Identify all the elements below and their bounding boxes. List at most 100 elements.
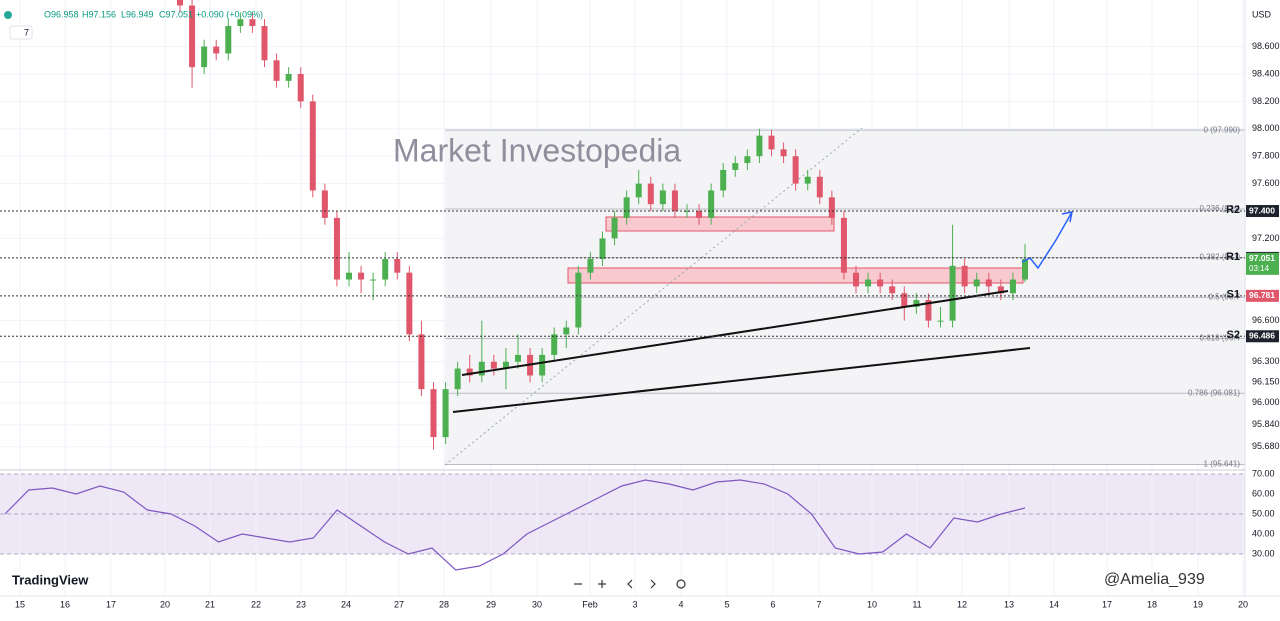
interval[interactable]: 7 — [24, 27, 29, 37]
x-tick-label: 30 — [532, 599, 542, 609]
candle-body — [611, 217, 618, 239]
interval-box[interactable] — [9, 25, 33, 40]
level-name: R2 — [1226, 204, 1240, 216]
arrow-head — [1061, 211, 1073, 223]
scroll-left[interactable] — [627, 579, 633, 589]
candle-body — [575, 272, 582, 328]
candle-body — [623, 197, 630, 218]
candle-body — [225, 26, 232, 54]
candle-body — [1022, 258, 1028, 280]
candle-body — [406, 272, 413, 335]
candle-body — [551, 334, 558, 355]
x-tick-label: 19 — [1193, 599, 1203, 609]
fib-label: 0.236 (97.4 — [1200, 204, 1241, 213]
candle-body — [285, 73, 292, 81]
y-tick-label: 97.800 — [1252, 151, 1280, 161]
candle-body — [249, 19, 256, 27]
candle-body — [865, 279, 872, 287]
x-tick-label: 23 — [296, 599, 306, 609]
zoom-controls — [574, 579, 686, 589]
x-tick-label: 17 — [1102, 599, 1112, 609]
candle-body — [840, 217, 847, 273]
x-tick-label: 13 — [1004, 599, 1014, 609]
y-tick-label: 98.400 — [1252, 68, 1280, 78]
candle-body — [720, 169, 727, 191]
last-price: 97.051 — [1249, 253, 1275, 263]
reset[interactable] — [676, 579, 686, 589]
candle-body — [671, 190, 678, 212]
y-tick-label: 95.680 — [1252, 441, 1280, 451]
y-tick-label: 97.200 — [1252, 233, 1280, 243]
candle-body — [732, 163, 739, 170]
y-tick-label: 96.600 — [1252, 315, 1280, 325]
ohlc: +0.090 (+0.09%) — [196, 9, 263, 19]
y-tick-label: 98.000 — [1252, 123, 1280, 133]
candle-body — [297, 73, 304, 102]
fib-trend — [444, 127, 863, 466]
y-tick-label: 96.000 — [1252, 397, 1280, 407]
candle-body — [358, 272, 365, 280]
candle-body — [684, 211, 690, 213]
candle-body — [599, 238, 606, 259]
trend-line — [461, 290, 1009, 376]
fib-label: 0.382 (97.0 — [1200, 253, 1241, 262]
level-name: R1 — [1226, 251, 1240, 263]
candle-body — [1009, 279, 1016, 294]
candle-body — [901, 293, 908, 307]
price-box — [1246, 330, 1279, 343]
level-name: S2 — [1227, 329, 1240, 341]
ohlc: H97.156 — [82, 9, 116, 19]
candle-body — [804, 176, 811, 184]
ohlc: O96.958 — [44, 9, 79, 19]
candle-body — [430, 389, 437, 438]
candle-body — [502, 361, 509, 369]
candle-body — [490, 361, 497, 369]
scroll-right[interactable] — [650, 579, 656, 589]
x-tick-label: 20 — [1238, 599, 1248, 609]
credit: @Amelia_939 — [1104, 571, 1205, 588]
x-tick-label: 15 — [15, 599, 25, 609]
y-tick-label: 98.200 — [1252, 96, 1280, 106]
y-tick-label: 98.600 — [1252, 41, 1280, 51]
level-name: S1 — [1227, 289, 1240, 301]
candle-body — [418, 334, 425, 390]
rsi-tick-label: 30.00 — [1252, 548, 1275, 558]
candle-body — [177, 0, 183, 6]
candle-body — [828, 197, 835, 218]
fib-label: 0.786 (96.081) — [1188, 388, 1240, 397]
candle-body — [478, 361, 485, 376]
rsi-tick-label: 50.00 — [1252, 508, 1275, 518]
forecast-arrow — [1021, 211, 1073, 270]
candle-body — [237, 19, 244, 27]
candle-body — [780, 149, 787, 157]
ohlc: L96.949 — [121, 9, 154, 19]
x-tick-label: 16 — [60, 599, 70, 609]
candle-body — [466, 368, 473, 376]
candle-body — [708, 190, 715, 218]
price-box-label: 96.486 — [1249, 331, 1275, 341]
currency[interactable]: USD — [1252, 9, 1272, 19]
x-tick-label: 29 — [486, 599, 496, 609]
candle-body — [309, 101, 316, 191]
rsi-tick-label: 60.00 — [1252, 488, 1275, 498]
y-tick-label: 95.840 — [1252, 419, 1280, 429]
x-tick-label: 27 — [394, 599, 404, 609]
x-tick-label: 5 — [724, 599, 729, 609]
x-tick-label: 24 — [341, 599, 351, 609]
x-tick-label: 6 — [770, 599, 775, 609]
x-tick-label: 20 — [160, 599, 170, 609]
price-box-label: 96.781 — [1249, 290, 1275, 300]
rsi-tick-label: 70.00 — [1252, 468, 1275, 478]
x-tick-label: 3 — [632, 599, 637, 609]
x-tick-label: 18 — [1147, 599, 1157, 609]
candle-body — [442, 389, 449, 438]
candle-body — [273, 60, 280, 81]
fib-label: 0 (97.990) — [1204, 125, 1241, 134]
fib-label: 0.5 (96.7 — [1208, 292, 1240, 301]
brand: TradingView — [12, 572, 89, 587]
x-tick-label: 11 — [912, 599, 921, 609]
candle-body — [756, 135, 763, 157]
candle-body — [997, 286, 1004, 294]
fib-label: 0.618 (96.4 — [1200, 334, 1241, 343]
fib-zone — [445, 128, 1245, 465]
